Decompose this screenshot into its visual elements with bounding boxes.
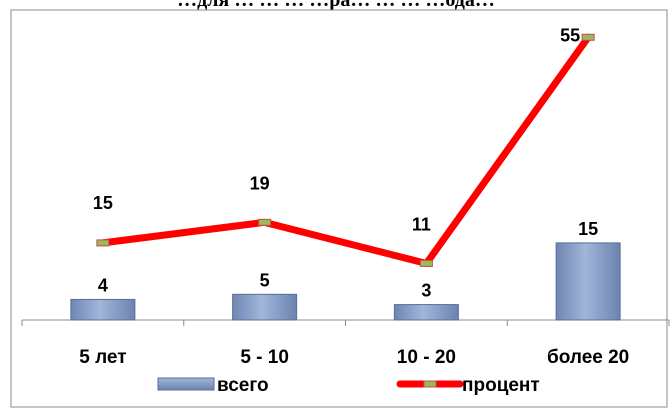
line-value-label: 15 (93, 193, 113, 213)
line-point-4 (581, 33, 595, 41)
bar-series (70, 242, 621, 321)
line-series (96, 33, 595, 267)
percent-line (99, 33, 592, 267)
chart-title: …для … … … …ра… … … …ода… (177, 0, 495, 11)
line-point-1 (96, 239, 110, 247)
bar-2 (232, 293, 298, 321)
bar-value-label: 4 (98, 275, 108, 295)
legend-label-total: всего (217, 375, 269, 396)
bar-3 (393, 304, 459, 321)
line-point-2 (258, 218, 272, 226)
line-value-label: 11 (412, 214, 431, 234)
line-value-label: 19 (250, 173, 270, 193)
x-tick-label: 5 лет (79, 347, 126, 368)
data-labels: 4 5 3 15 15 19 11 55 (93, 25, 598, 300)
x-tick-label: 10 - 20 (397, 347, 456, 368)
x-tick-labels: 5 лет 5 - 10 10 - 20 более 20 (79, 347, 629, 368)
bar-value-label: 5 (260, 270, 270, 290)
bar-value-label: 15 (578, 219, 598, 239)
line-value-label: 55 (560, 25, 580, 45)
legend-line-marker (423, 380, 437, 388)
bar-value-label: 3 (421, 281, 431, 301)
bar-4 (555, 242, 621, 321)
x-tick-label: более 20 (547, 347, 629, 368)
legend-label-percent: процент (462, 375, 540, 396)
line-point-3 (419, 259, 433, 267)
x-tick-label: 5 - 10 (240, 347, 289, 368)
bar-1 (70, 298, 136, 321)
legend: всего процент (157, 375, 540, 396)
legend-bar-swatch (157, 377, 215, 391)
